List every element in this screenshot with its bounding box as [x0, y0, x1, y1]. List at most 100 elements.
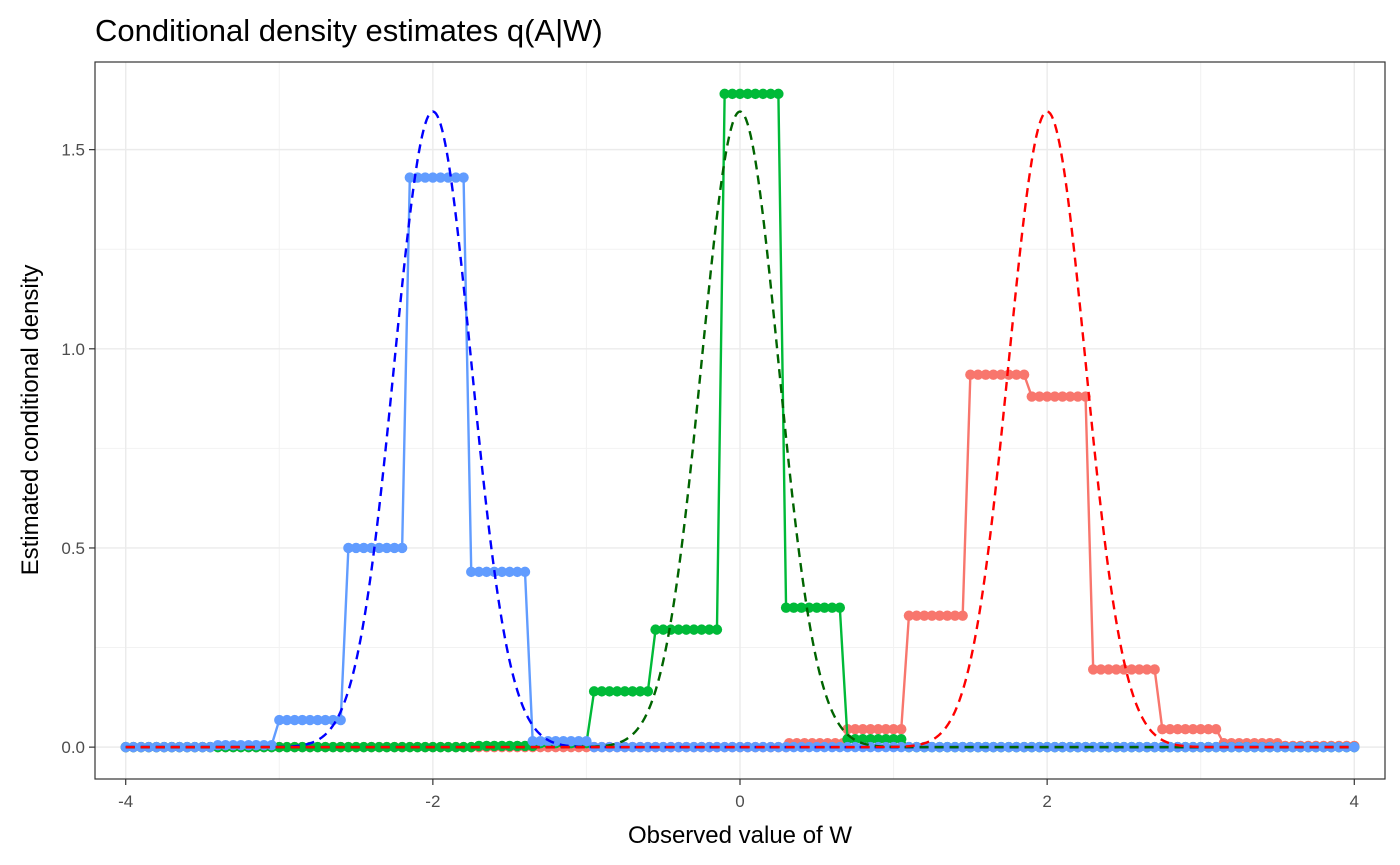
estimate-point: [972, 741, 984, 753]
estimate-point: [711, 624, 723, 635]
estimate-point: [1180, 724, 1191, 735]
estimate-point: [373, 741, 385, 753]
estimate-point: [1118, 664, 1130, 675]
estimate-point: [1141, 664, 1153, 675]
estimate-point: [811, 602, 822, 613]
y-tick-label: 0.0: [61, 738, 85, 757]
chart-title: Conditional density estimates q(A|W): [95, 13, 603, 48]
estimate-point: [281, 741, 293, 753]
estimate-point: [988, 741, 999, 753]
estimate-point: [896, 733, 907, 745]
estimate-point: [1164, 741, 1176, 753]
estimate-point: [1349, 741, 1360, 753]
estimate-point: [1018, 369, 1030, 380]
estimate-point: [1088, 664, 1099, 675]
estimate-point: [873, 724, 884, 735]
estimate-point: [527, 735, 538, 747]
estimate-point: [519, 740, 531, 752]
plot-panel: [94, 61, 1386, 780]
true-density-line-2: [125, 110, 1355, 749]
estimate-point: [604, 686, 615, 697]
estimate-point: [266, 739, 277, 751]
estimate-point: [1072, 391, 1084, 402]
estimate-point: [980, 369, 991, 380]
estimate-point: [535, 735, 546, 747]
estimate-point: [1111, 664, 1122, 675]
estimate-point: [942, 741, 953, 753]
estimate-point: [1149, 741, 1160, 753]
x-tick-label: 2: [1042, 792, 1051, 811]
estimate-point: [849, 733, 861, 745]
estimate-point: [757, 88, 769, 100]
estimate-point: [903, 610, 915, 621]
estimate-point: [857, 733, 869, 745]
estimate-point: [350, 542, 362, 554]
estimate-point: [1187, 724, 1199, 735]
x-tick-label: 0: [735, 792, 744, 811]
estimate-point: [1134, 741, 1145, 753]
estimate-point: [1126, 664, 1137, 675]
estimate-point: [1195, 724, 1206, 735]
estimate-point: [965, 369, 976, 380]
estimate-point: [1203, 724, 1214, 735]
estimate-point: [481, 566, 492, 578]
estimate-point: [419, 172, 431, 183]
estimate-point: [750, 88, 761, 100]
y-axis: 0.0 0.5 1.0 1.5: [61, 141, 95, 757]
estimate-point: [1195, 741, 1206, 753]
estimate-point: [995, 369, 1007, 380]
estimate-point: [289, 714, 300, 726]
estimate-point: [934, 610, 945, 621]
estimate-point: [588, 686, 600, 697]
estimate-point: [727, 88, 738, 100]
estimate-point: [335, 714, 346, 726]
estimate-point: [519, 566, 531, 578]
estimate-point: [734, 88, 746, 100]
estimate-point: [373, 542, 385, 554]
estimate-point: [327, 741, 339, 753]
estimate-point: [688, 741, 700, 753]
estimate-point: [642, 741, 654, 753]
estimate-point: [673, 741, 684, 753]
estimate-point: [1157, 724, 1168, 735]
x-axis: -4 -2 0 2 4: [118, 779, 1359, 811]
estimate-point: [1049, 391, 1061, 402]
estimate-point: [450, 172, 462, 183]
estimate-point: [1272, 741, 1283, 753]
estimate-point: [1003, 369, 1014, 380]
estimate-point: [627, 741, 638, 753]
estimate-point: [358, 741, 369, 753]
estimate-point: [1210, 741, 1222, 753]
estimate-point: [942, 610, 953, 621]
estimate-point: [658, 741, 669, 753]
estimate-point: [972, 369, 984, 380]
estimate-point: [496, 566, 508, 578]
estimate-point: [619, 686, 631, 697]
y-tick-label: 0.5: [61, 539, 85, 558]
estimate-point: [381, 542, 392, 554]
estimate-point: [581, 735, 592, 747]
estimate-point: [849, 724, 861, 735]
estimate-point: [796, 602, 807, 613]
estimate-point: [865, 733, 876, 745]
estimate-point: [358, 542, 369, 554]
true-density-layer: [125, 110, 1355, 749]
estimate-point: [1134, 664, 1145, 675]
estimate-point: [888, 724, 899, 735]
estimate-point: [742, 88, 753, 100]
estimate-point: [634, 686, 646, 697]
estimate-point: [642, 686, 654, 697]
x-tick-label: 4: [1350, 792, 1359, 811]
estimate-point: [343, 542, 354, 554]
estimate-point: [873, 733, 884, 745]
estimate-point: [1011, 369, 1022, 380]
estimate-point: [1303, 741, 1314, 753]
estimate-point: [1149, 664, 1160, 675]
estimate-point: [788, 602, 799, 613]
estimate-point: [765, 88, 776, 100]
estimate-point: [1103, 664, 1114, 675]
estimate-point: [281, 714, 293, 726]
estimate-point: [658, 624, 669, 635]
estimate-point: [957, 741, 968, 753]
